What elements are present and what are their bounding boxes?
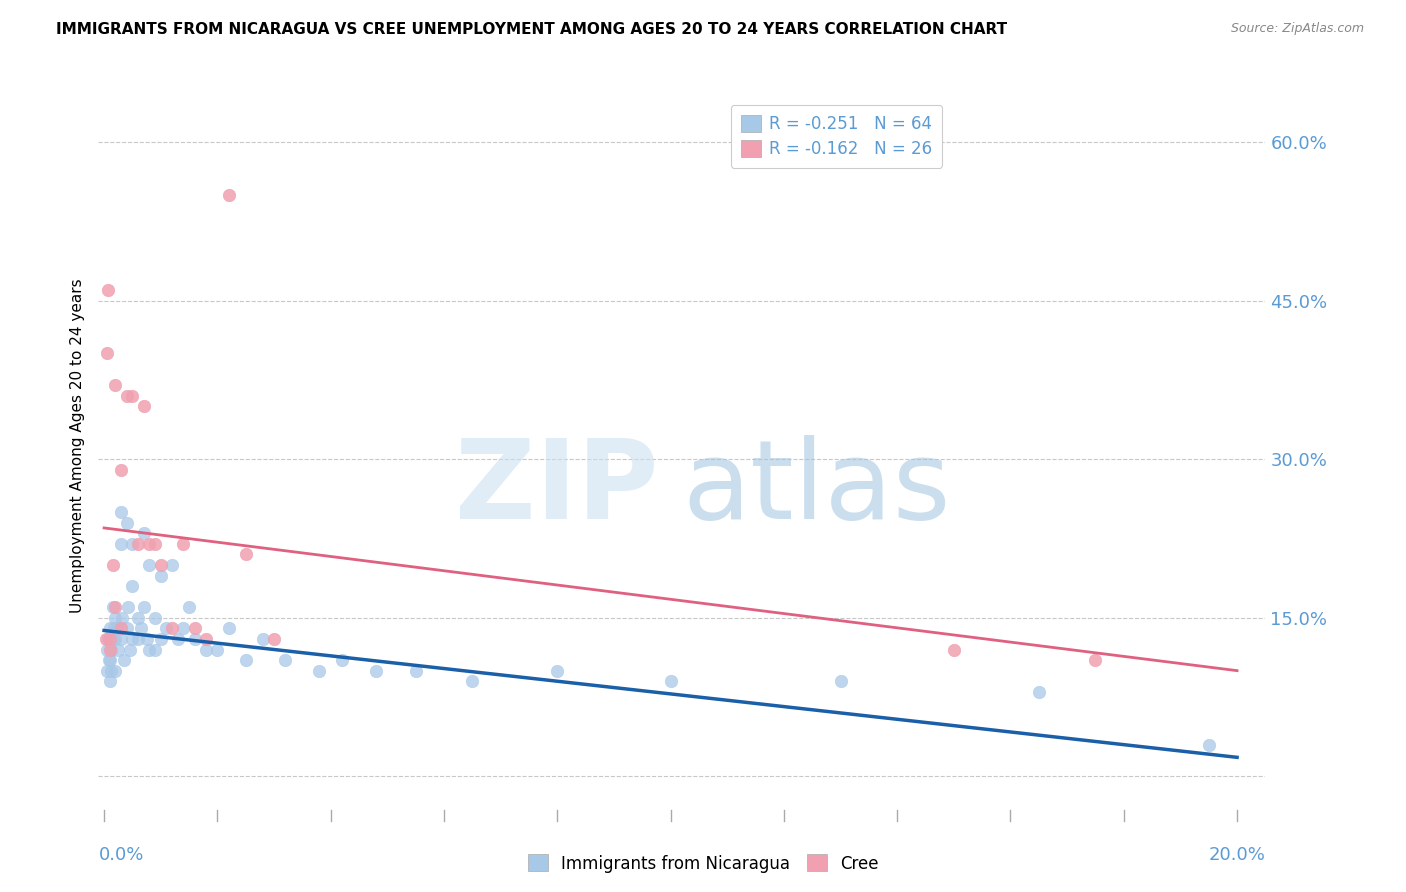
Point [274,653,297,667]
Point [132,600,155,615]
Point [129,621,152,635]
Text: 0.0%: 0.0% [98,846,143,863]
Point [308,664,330,678]
Point [101,600,124,615]
Point [138,642,160,657]
Point [127,537,149,551]
Point [183,621,205,635]
Point [96,346,118,360]
Point [121,632,143,646]
Point [101,632,124,646]
Point [98,632,121,646]
Point [110,621,132,635]
Point [100,642,122,657]
Point [218,188,240,202]
Point [135,632,157,646]
Point [160,621,183,635]
Point [138,558,160,572]
Point [155,621,177,635]
Point [138,537,160,551]
Text: IMMIGRANTS FROM NICARAGUA VS CREE UNEMPLOYMENT AMONG AGES 20 TO 24 YEARS CORRELA: IMMIGRANTS FROM NICARAGUA VS CREE UNEMPL… [56,22,1007,37]
Point [195,642,218,657]
Point [98,674,121,689]
Point [132,526,155,541]
Text: ZIP: ZIP [456,435,658,542]
Point [263,632,285,646]
Point [115,389,138,403]
Point [127,611,149,625]
Point [942,642,965,657]
Point [121,389,143,403]
Point [121,537,143,551]
Point [110,463,132,477]
Point [143,611,166,625]
Point [101,558,124,572]
Point [104,664,127,678]
Point [149,558,172,572]
Point [235,653,257,667]
Point [830,674,852,689]
Point [143,537,166,551]
Point [364,664,387,678]
Point [149,632,172,646]
Point [104,378,127,392]
Point [104,611,127,625]
Point [94,632,117,646]
Point [104,632,127,646]
Point [149,568,172,582]
Point [103,621,125,635]
Point [330,653,353,667]
Point [160,558,183,572]
Point [111,611,134,625]
Point [98,642,121,657]
Point [98,621,121,635]
Text: 20.0%: 20.0% [1209,846,1265,863]
Point [110,505,132,519]
Point [195,632,218,646]
Point [172,621,194,635]
Text: Source: ZipAtlas.com: Source: ZipAtlas.com [1230,22,1364,36]
Point [121,579,143,593]
Point [1028,685,1050,699]
Point [235,547,257,561]
Point [110,537,132,551]
Point [115,516,138,530]
Y-axis label: Unemployment Among Ages 20 to 24 years: Unemployment Among Ages 20 to 24 years [69,278,84,614]
Point [166,632,188,646]
Point [117,600,139,615]
Point [96,664,118,678]
Point [112,653,135,667]
Legend: R = -0.251   N = 64, R = -0.162   N = 26: R = -0.251 N = 64, R = -0.162 N = 26 [731,104,942,168]
Text: atlas: atlas [682,435,950,542]
Point [177,600,200,615]
Point [118,642,141,657]
Point [98,632,121,646]
Point [97,283,120,297]
Point [100,664,122,678]
Point [461,674,484,689]
Point [172,537,194,551]
Point [1084,653,1107,667]
Point [97,632,120,646]
Point [97,653,120,667]
Point [659,674,682,689]
Point [98,653,121,667]
Point [546,664,568,678]
Point [127,632,149,646]
Point [115,621,138,635]
Legend: Immigrants from Nicaragua, Cree: Immigrants from Nicaragua, Cree [520,847,886,880]
Point [107,642,129,657]
Point [96,642,118,657]
Point [252,632,274,646]
Point [132,400,155,414]
Point [1198,738,1220,752]
Point [105,621,128,635]
Point [143,642,166,657]
Point [405,664,427,678]
Point [110,632,132,646]
Point [183,632,205,646]
Point [207,642,229,657]
Point [218,621,240,635]
Point [104,600,127,615]
